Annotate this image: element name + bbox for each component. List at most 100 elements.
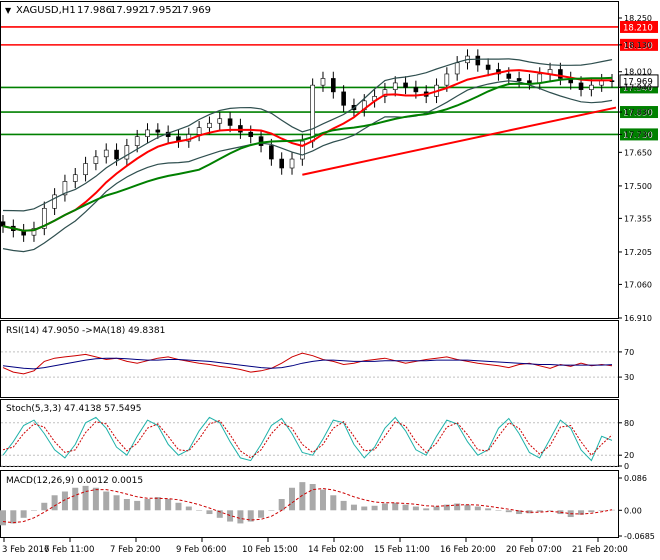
trend-line [302,106,617,176]
macd-bar [154,497,161,511]
macd-bar [20,510,27,518]
macd-bar [454,503,461,511]
macd-bar [237,510,244,524]
price-tick-label: 17.060 [624,280,652,289]
macd-tick-label: -0.0685 [624,532,655,541]
rsi-title: RSI(14) 47.9050 ->MA(18) 49.8381 [6,326,165,336]
macd-bar [0,510,6,526]
time-label: 3 Feb 2017 [2,545,50,555]
candle-body [403,82,408,88]
series-line-0 [2,416,613,462]
macd-bar [134,500,141,511]
dropdown-icon[interactable]: ▼ [5,6,12,15]
macd-bar [412,506,419,511]
stoch-panel[interactable]: Stoch(5,3,3) 47.4138 57.5495 80 20 0 [0,399,635,472]
candle-body [52,194,57,209]
candle-body [382,89,388,97]
macd-bar [227,510,234,522]
time-label: 16 Feb 20:00 [440,545,496,555]
price-tick-label: 17.830 [624,108,652,117]
macd-bar [289,487,296,511]
candle-body [93,156,99,164]
ohlc-close: 17.969 [176,5,211,16]
candle-body [320,78,326,86]
candle-body [269,145,274,160]
stoch-y-axis: 80 20 0 [618,419,634,471]
macd-bar [92,487,99,511]
candle-body [506,73,512,79]
macd-bar [113,495,120,511]
price-tick-label: 18.130 [624,41,652,50]
series-line-1 [2,357,613,370]
rsi-series [1,351,618,378]
candle-body [300,140,305,160]
macd-bar [474,506,481,511]
candle-body [310,84,315,142]
candle-body [558,69,563,79]
candle-body [331,78,336,93]
ohlc-open: 17.986 [77,5,112,16]
candle-body [145,129,150,137]
horizontal-levels[interactable]: 18.210 18.130 17.940 17.830 17.730 17.969 [1,20,659,141]
macd-bar [82,485,89,511]
time-label: 7 Feb 20:00 [110,545,160,555]
time-label: 6 Feb 11:00 [44,545,94,555]
rsi-y-axis: 70 30 [618,348,634,382]
candle-body [217,118,223,124]
macd-bar [578,510,585,515]
macd-bar [547,510,554,511]
macd-bar [216,510,223,518]
macd-series [0,482,615,526]
panel-tick-label: 0 [624,462,629,471]
panel-tick-label: 30 [624,373,634,382]
price-tick-label: 16.910 [624,314,652,323]
time-label: 14 Feb 02:00 [308,545,364,555]
macd-title: MACD(12,26,9) 0.0012 0.0015 [6,476,143,486]
price-panel[interactable]: ▼ XAGUSD,H1 17.986 17.992 17.952 17.969 … [0,1,659,324]
current-price-label: 17.969 [623,77,653,87]
macd-panel[interactable]: MACD(12,26,9) 0.0012 0.0015 0.086 0.00 -0.… [0,470,655,542]
macd-bar [319,489,326,511]
macd-bar [526,510,533,514]
candle-body [155,129,161,133]
rsi-panel[interactable]: RSI(14) 47.9050 ->MA(18) 49.8381 70 30 [0,320,635,398]
macd-bar [536,510,543,512]
macd-bar [433,506,440,511]
candle-body [341,91,346,106]
price-series [0,49,617,253]
level-label: 17.940 [623,84,653,94]
price-panel-frame [0,1,619,319]
macd-bar [464,504,471,511]
candle-body [114,149,119,160]
macd-bar [598,510,605,511]
macd-bar [340,500,347,511]
macd-bar [258,510,265,518]
time-label: 21 Feb 20:00 [572,545,628,555]
candle-body [485,64,491,70]
ohlc-low: 17.952 [143,5,178,16]
time-label: 9 Feb 06:00 [176,545,226,555]
macd-bar [402,504,409,511]
candle-body [589,84,594,90]
level-label: 18.130 [623,41,653,51]
upper-band-line [2,58,613,212]
macd-bar [41,502,48,511]
candle-body [124,145,130,160]
candle-body [258,136,264,146]
stoch-series [1,416,618,467]
macd-bar [268,510,275,511]
candle-body [248,131,254,137]
candle-body [196,127,202,135]
panel-tick-label: 70 [624,348,634,357]
level-label-box [620,20,658,33]
series-line-0 [2,352,613,375]
macd-bar [423,508,430,511]
series-line-1 [2,420,613,459]
macd-bar [278,499,285,511]
price-tick-label: 17.205 [624,248,652,257]
macd-bar [443,504,450,511]
macd-bar [61,491,68,511]
level-label-box [620,106,658,119]
symbol-title: XAGUSD,H1 [16,5,76,16]
